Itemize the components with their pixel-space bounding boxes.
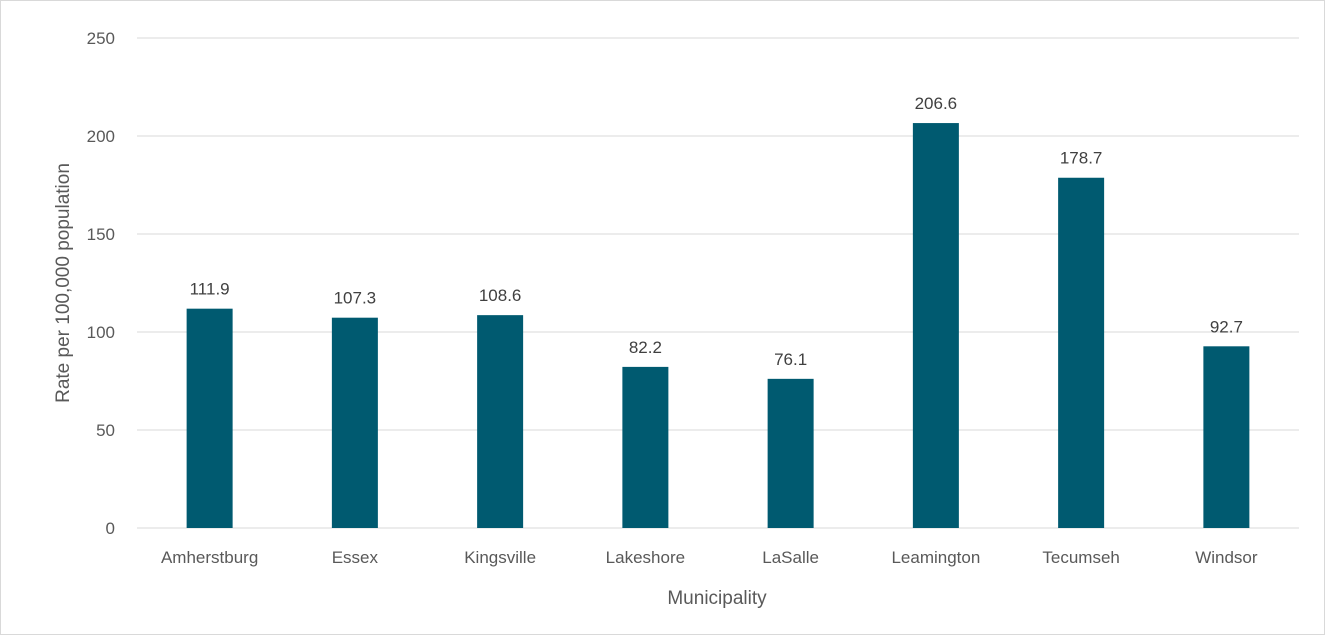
bars bbox=[186, 123, 1250, 529]
bar-essex bbox=[331, 317, 378, 528]
data-label-kingsville: 108.6 bbox=[479, 286, 522, 305]
bar-lakeshore bbox=[622, 366, 669, 528]
x-tick-label-lakeshore: Lakeshore bbox=[606, 548, 685, 567]
data-label-lasalle: 76.1 bbox=[774, 350, 807, 369]
y-tick-label: 0 bbox=[106, 519, 115, 538]
data-label-tecumseh: 178.7 bbox=[1060, 149, 1103, 168]
y-axis-ticks: 0 50 100 150 200 250 bbox=[87, 29, 115, 538]
bar-windsor bbox=[1203, 346, 1250, 528]
y-tick-label: 100 bbox=[87, 323, 115, 342]
gridlines bbox=[137, 37, 1299, 529]
bar-amherstburg bbox=[186, 308, 233, 528]
data-label-lakeshore: 82.2 bbox=[629, 338, 662, 357]
bar-kingsville bbox=[477, 315, 524, 528]
bar-tecumseh bbox=[1058, 177, 1105, 529]
x-tick-label-amherstburg: Amherstburg bbox=[161, 548, 258, 567]
data-label-essex: 107.3 bbox=[334, 289, 377, 308]
x-tick-label-tecumseh: Tecumseh bbox=[1042, 548, 1119, 567]
x-axis-ticks: Amherstburg Essex Kingsville Lakeshore LaSal… bbox=[161, 548, 1258, 567]
bar-leamington bbox=[912, 123, 959, 529]
data-label-leamington: 206.6 bbox=[915, 94, 958, 113]
y-tick-label: 150 bbox=[87, 225, 115, 244]
y-tick-label: 50 bbox=[96, 421, 115, 440]
data-labels: 111.9 107.3 108.6 82.2 76.1 206.6 178.7 92.7 bbox=[190, 94, 1243, 369]
y-tick-label: 250 bbox=[87, 29, 115, 48]
x-tick-label-kingsville: Kingsville bbox=[464, 548, 536, 567]
bar-lasalle bbox=[767, 378, 814, 528]
data-label-windsor: 92.7 bbox=[1210, 317, 1243, 336]
data-label-amherstburg: 111.9 bbox=[190, 280, 230, 299]
x-tick-label-essex: Essex bbox=[332, 548, 379, 567]
y-tick-label: 200 bbox=[87, 127, 115, 146]
x-axis-title: Municipality bbox=[667, 588, 767, 609]
x-tick-label-lasalle: LaSalle bbox=[762, 548, 819, 567]
x-tick-label-windsor: Windsor bbox=[1195, 548, 1258, 567]
x-tick-label-leamington: Leamington bbox=[891, 548, 980, 567]
y-axis-title: Rate per 100,000 population bbox=[53, 163, 74, 403]
